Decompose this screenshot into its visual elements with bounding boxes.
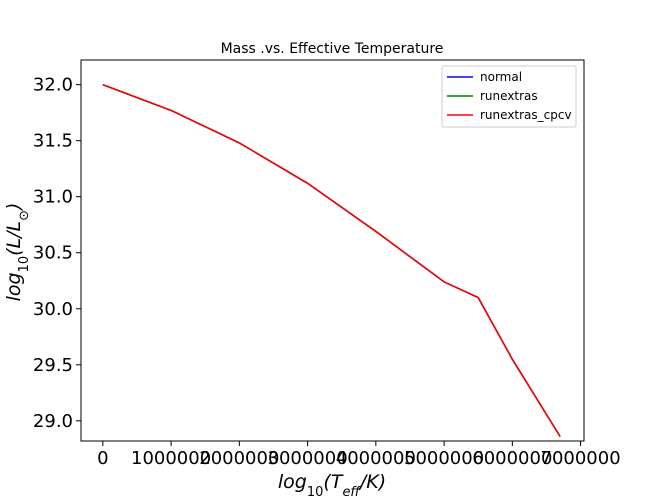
series-line-runextras_cpcv — [102, 83, 561, 437]
x-tick-label: 7000000 — [541, 448, 621, 469]
legend-label-runextras_cpcv: runextras_cpcv — [480, 108, 572, 122]
y-tick-label: 32.0 — [33, 75, 73, 96]
x-axis-label: log10(Teff/K) — [278, 471, 386, 500]
plot-area — [80, 59, 585, 442]
legend-label-normal: normal — [480, 70, 522, 84]
y-tick-label: 31.0 — [33, 187, 73, 208]
legend: normal runextras runextras_cpcv — [441, 65, 577, 128]
y-tick-label: 31.5 — [33, 131, 73, 152]
chart-title: Mass .vs. Effective Temperature — [221, 41, 444, 57]
x-axis: 0 100000020000003000000400000050000006000… — [97, 441, 621, 469]
y-tick-label: 29.0 — [33, 411, 73, 432]
x-tick-label: 2000000 — [199, 448, 279, 469]
x-tick-label: 1000000 — [131, 448, 211, 469]
x-tick-label: 0 — [97, 448, 108, 469]
y-axis-label: log10(L/L⊙) — [3, 203, 32, 302]
series-layer — [102, 83, 561, 437]
legend-box — [441, 65, 577, 128]
legend-label-runextras: runextras — [480, 89, 538, 103]
y-tick-label: 29.5 — [33, 355, 73, 376]
y-axis: 29.0 29.5 30.0 30.5 31.0 31.5 32.0 — [33, 75, 81, 432]
series-line-normal — [102, 83, 561, 437]
x-tick-label: 3000000 — [268, 448, 348, 469]
x-tick-label: 4000000 — [336, 448, 416, 469]
series-line-runextras — [102, 83, 561, 437]
y-tick-label: 30.0 — [33, 299, 73, 320]
y-tick-label: 30.5 — [33, 243, 73, 264]
x-tick-label: 5000000 — [404, 448, 484, 469]
x-tick-label: 6000000 — [472, 448, 552, 469]
